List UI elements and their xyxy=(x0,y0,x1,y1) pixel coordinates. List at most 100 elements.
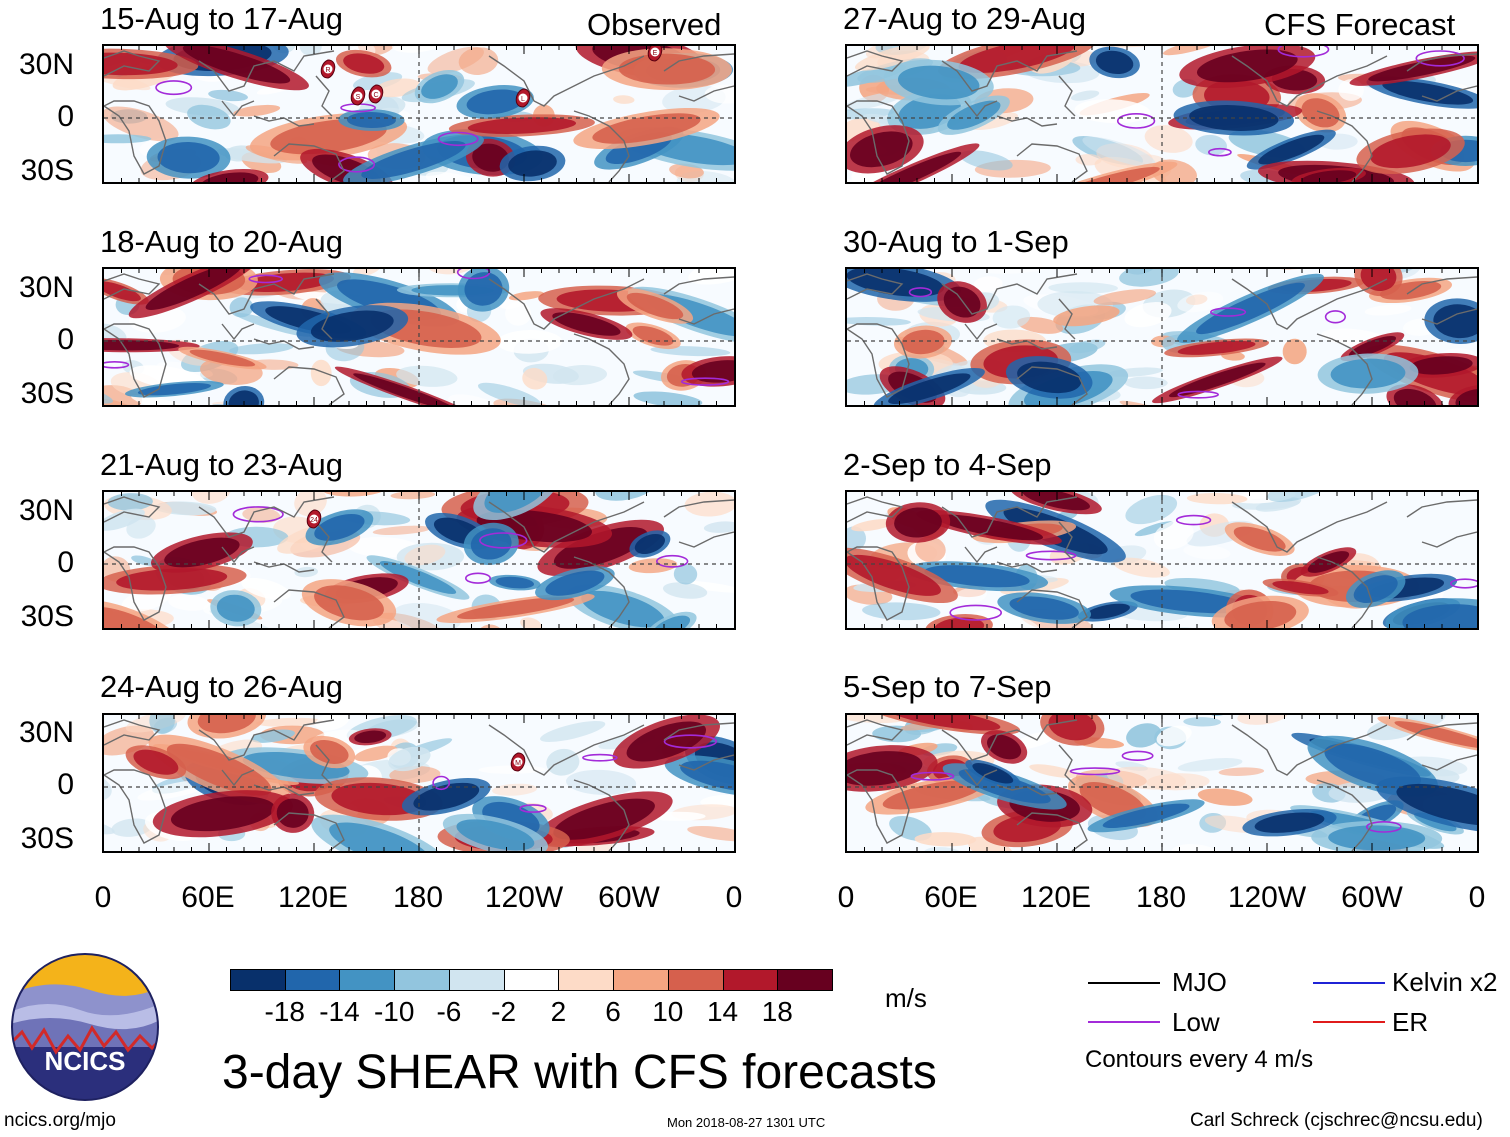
panel-title-left-4: 24-Aug to 26-Aug xyxy=(100,669,344,704)
colorbar-swatch xyxy=(667,969,724,991)
lat-30n-4: 30N xyxy=(18,716,74,749)
colorbar-swatch xyxy=(777,969,833,991)
storm-marker: L xyxy=(515,88,531,108)
storm-marker: E xyxy=(647,46,663,62)
storm-marker-label: L xyxy=(521,96,525,103)
map-right-3 xyxy=(845,490,1479,630)
colorbar-label: 10 xyxy=(652,996,684,1027)
storm-marker-label: S xyxy=(356,94,361,101)
lon-right-60w: 60W xyxy=(1341,881,1403,914)
legend-kelvin-line xyxy=(1313,982,1385,984)
lon-left-120w: 120W xyxy=(484,881,564,914)
colorbar-label: -2 xyxy=(491,996,517,1027)
legend-er-line xyxy=(1313,1021,1385,1023)
storm-marker-label: 24 xyxy=(310,517,318,524)
colorbar-swatch xyxy=(503,969,560,991)
ncics-logo: NCICS xyxy=(11,953,159,1101)
legend-mjo-label: MJO xyxy=(1172,967,1227,997)
lon-right-360: 0 xyxy=(1468,881,1486,914)
lon-right-60e: 60E xyxy=(924,881,978,914)
panel-title-right-2: 30-Aug to 1-Sep xyxy=(843,224,1069,259)
legend-er-label: ER xyxy=(1392,1007,1429,1037)
main-title: 3-day SHEAR with CFS forecasts xyxy=(222,1046,937,1099)
lat-30n-3: 30N xyxy=(18,494,74,527)
lat-eq-2: 0 xyxy=(57,323,74,356)
lat-30s-3: 30S xyxy=(20,600,74,633)
lat-eq-1: 0 xyxy=(57,100,74,133)
lon-left-360: 0 xyxy=(725,881,743,914)
colorbar-label: 14 xyxy=(706,996,739,1027)
lon-left-0: 0 xyxy=(94,881,112,914)
shear-field xyxy=(847,715,1477,851)
shear-field: 24 xyxy=(104,492,734,628)
map-left-2 xyxy=(102,267,736,407)
colorbar-swatch xyxy=(284,969,341,991)
forecast-label: CFS Forecast xyxy=(1264,7,1456,42)
storm-marker-label: C xyxy=(373,92,378,99)
lon-left-60w: 60W xyxy=(598,881,660,914)
lat-30s-1: 30S xyxy=(20,154,74,187)
lon-left-120e: 120E xyxy=(277,881,349,914)
panel-title-left-2: 18-Aug to 20-Aug xyxy=(100,224,344,259)
legend-low-label: Low xyxy=(1172,1007,1220,1037)
colorbar-swatch xyxy=(394,969,450,991)
lon-right-120e: 120E xyxy=(1020,881,1092,914)
shear-field xyxy=(847,492,1477,628)
colorbar-label: 6 xyxy=(605,996,621,1027)
map-left-4: M xyxy=(102,713,736,853)
colorbar-label: 2 xyxy=(550,996,567,1027)
storm-marker-label: M xyxy=(515,760,521,767)
colorbar-label: 18 xyxy=(761,996,793,1027)
colorbar-swatch xyxy=(339,969,396,991)
colorbar-swatch xyxy=(722,969,779,991)
panel-title-left-3: 21-Aug to 23-Aug xyxy=(100,447,344,482)
colorbar-swatch xyxy=(558,969,615,991)
map-left-1: R S C E L xyxy=(102,44,736,184)
panel-title-right-3: 2-Sep to 4-Sep xyxy=(843,447,1052,482)
map-right-1 xyxy=(845,44,1479,184)
storm-marker-label: R xyxy=(325,67,330,74)
panel-title-right-1: 27-Aug to 29-Aug xyxy=(843,1,1087,36)
map-right-4 xyxy=(845,713,1479,853)
shear-field: M xyxy=(104,715,734,851)
lon-left-180: 180 xyxy=(392,881,444,914)
lon-right-120w: 120W xyxy=(1227,881,1307,914)
lon-left-60e: 60E xyxy=(181,881,235,914)
lat-30n-2: 30N xyxy=(18,271,74,304)
observed-label: Observed xyxy=(587,7,722,42)
colorbar-swatch xyxy=(613,969,669,991)
legend-kelvin-label: Kelvin x2 xyxy=(1392,967,1498,997)
storm-marker: 24 xyxy=(306,509,322,529)
logo-text: NCICS xyxy=(45,1046,126,1076)
lat-30s-4: 30S xyxy=(20,822,74,855)
legend-low-line xyxy=(1088,1021,1160,1023)
lat-30s-2: 30S xyxy=(20,377,74,410)
legend-mjo-line xyxy=(1088,982,1160,984)
colorbar-swatch xyxy=(230,969,286,991)
lat-eq-4: 0 xyxy=(57,768,74,801)
footer-url[interactable]: ncics.org/mjo xyxy=(4,1110,116,1131)
storm-marker: R xyxy=(320,59,336,79)
colorbar-label: -18 xyxy=(264,996,305,1027)
storm-marker: C xyxy=(368,84,384,104)
map-left-3: 24 xyxy=(102,490,736,630)
lat-eq-3: 0 xyxy=(57,546,74,579)
shear-field xyxy=(847,46,1477,182)
units-label: m/s xyxy=(885,983,927,1013)
footer-timestamp: Mon 2018-08-27 1301 UTC xyxy=(667,1115,826,1130)
shear-field xyxy=(847,269,1477,405)
colorbar-label: -6 xyxy=(436,996,462,1027)
map-right-2 xyxy=(845,267,1479,407)
storm-marker: M xyxy=(510,752,526,772)
storm-marker: S xyxy=(350,86,366,106)
colorbar-swatch xyxy=(448,969,505,991)
lat-30n-1: 30N xyxy=(18,48,74,81)
storm-marker-label: E xyxy=(653,50,658,57)
colorbar-label: -10 xyxy=(373,996,415,1027)
shear-field: R S C E L xyxy=(104,46,734,182)
shear-field xyxy=(104,269,734,405)
panel-title-left-1: 15-Aug to 17-Aug xyxy=(100,1,344,36)
lon-right-180: 180 xyxy=(1135,881,1187,914)
lon-right-0: 0 xyxy=(837,881,855,914)
footer-credit: Carl Schreck (cjschrec@ncsu.edu) xyxy=(1190,1110,1483,1131)
